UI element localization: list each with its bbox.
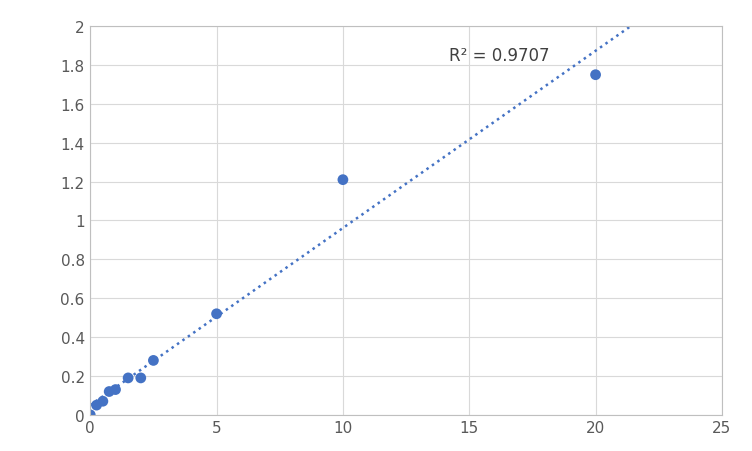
Point [337, 177, 349, 184]
Point [211, 310, 223, 318]
Point [110, 386, 122, 393]
Point [122, 374, 134, 382]
Text: R² = 0.9707: R² = 0.9707 [449, 47, 550, 65]
Point [590, 72, 602, 79]
Point [147, 357, 159, 364]
Point [90, 401, 102, 409]
Point [97, 398, 109, 405]
Point [84, 411, 96, 419]
Point [103, 388, 115, 395]
Point [135, 374, 147, 382]
